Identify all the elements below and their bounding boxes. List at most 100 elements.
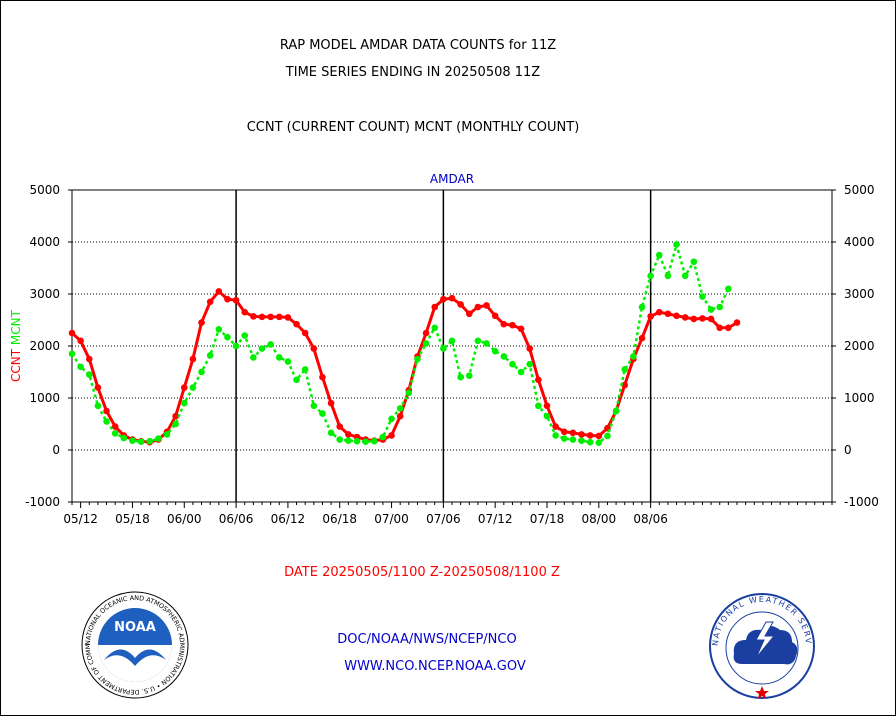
data-point-ccnt — [716, 324, 724, 332]
data-point-ccnt — [681, 314, 689, 321]
chart-subtitle: CCNT (CURRENT COUNT) MCNT (MONTHLY COUNT… — [246, 120, 580, 135]
data-point-ccnt — [707, 315, 715, 323]
data-point-mcnt — [310, 402, 318, 410]
x-tick-label: 06/00 — [167, 512, 202, 526]
data-point-mcnt — [258, 345, 266, 352]
data-point-ccnt — [647, 313, 654, 320]
data-point-ccnt — [172, 412, 179, 420]
date-range-label: DATE 20250505/1100 Z-20250508/1100 Z — [284, 565, 560, 580]
data-point-ccnt — [206, 298, 214, 306]
data-point-mcnt — [647, 272, 654, 280]
data-point-ccnt — [215, 288, 223, 295]
data-point-mcnt — [275, 354, 283, 361]
x-tick-label: 08/00 — [582, 512, 617, 526]
data-point-ccnt — [552, 423, 559, 430]
x-tick-label: 07/06 — [426, 512, 461, 526]
data-point-mcnt — [388, 415, 395, 423]
x-tick-label: 07/12 — [478, 512, 513, 526]
data-point-ccnt — [690, 315, 698, 323]
data-point-ccnt — [483, 302, 490, 309]
x-tick-label: 06/06 — [219, 512, 254, 526]
data-point-mcnt — [284, 358, 292, 365]
data-point-mcnt — [327, 429, 335, 437]
x-tick-label: 06/12 — [271, 512, 306, 526]
data-point-mcnt — [172, 420, 179, 428]
data-point-mcnt — [103, 418, 110, 425]
org-label: DOC/NOAA/NWS/NCEP/NCO — [337, 632, 517, 647]
data-point-ccnt — [673, 312, 680, 320]
data-point-mcnt — [293, 376, 300, 384]
data-point-mcnt — [465, 372, 473, 379]
y-tick-label-left: 5000 — [29, 183, 60, 197]
data-point-ccnt — [310, 345, 318, 352]
data-point-mcnt — [206, 352, 214, 359]
data-point-ccnt — [474, 303, 482, 311]
data-point-mcnt — [509, 360, 516, 368]
data-point-mcnt — [155, 435, 162, 442]
data-point-ccnt — [77, 337, 84, 345]
data-point-mcnt — [638, 303, 646, 311]
data-point-ccnt — [232, 296, 240, 304]
y-tick-label-left: 2000 — [29, 339, 60, 353]
data-point-mcnt — [215, 326, 223, 333]
data-point-mcnt — [655, 251, 663, 259]
data-point-mcnt — [189, 384, 197, 391]
data-point-mcnt — [267, 341, 274, 348]
data-point-mcnt — [319, 410, 326, 417]
data-point-mcnt — [422, 340, 430, 347]
data-point-mcnt — [681, 272, 689, 280]
data-point-mcnt — [586, 438, 594, 446]
data-point-ccnt — [500, 320, 508, 328]
data-point-ccnt — [267, 313, 274, 321]
y-tick-label-right: 2000 — [844, 339, 875, 353]
data-point-mcnt — [725, 285, 732, 293]
data-point-mcnt — [431, 324, 439, 332]
data-point-ccnt — [258, 313, 266, 321]
y-tick-label-right: 1000 — [844, 391, 875, 405]
data-point-mcnt — [336, 436, 344, 443]
y-tick-label-right: 5000 — [844, 183, 875, 197]
data-point-ccnt — [638, 334, 646, 342]
x-tick-label: 07/18 — [530, 512, 565, 526]
data-point-ccnt — [319, 373, 326, 381]
data-point-ccnt — [94, 384, 102, 391]
data-point-mcnt — [224, 333, 231, 341]
data-point-mcnt — [137, 438, 145, 445]
data-point-mcnt — [535, 402, 542, 410]
y-tick-label-left: -1000 — [25, 495, 60, 509]
data-point-ccnt — [103, 407, 110, 415]
data-point-ccnt — [725, 324, 732, 332]
data-point-mcnt — [491, 347, 499, 355]
data-point-ccnt — [535, 376, 542, 384]
data-point-mcnt — [180, 399, 188, 407]
series-line-ccnt — [70, 289, 738, 444]
data-point-ccnt — [699, 315, 706, 322]
data-point-mcnt — [94, 402, 102, 410]
data-point-ccnt — [465, 310, 473, 318]
data-point-mcnt — [560, 435, 568, 442]
data-point-mcnt — [517, 368, 525, 376]
data-point-mcnt — [707, 306, 715, 313]
y-tick-label-left: 0 — [52, 443, 60, 457]
noaa-logo: NATIONAL OCEANIC AND ATMOSPHERIC ADMINIS… — [80, 590, 189, 699]
data-point-ccnt — [189, 355, 197, 363]
data-point-mcnt — [716, 303, 724, 311]
data-point-mcnt — [448, 337, 456, 345]
ylabel-mcnt: MCNT — [9, 309, 23, 345]
website-link[interactable]: WWW.NCO.NCEP.NOAA.GOV — [344, 659, 526, 674]
x-tick-label: 05/18 — [115, 512, 150, 526]
data-point-ccnt — [284, 314, 292, 321]
data-point-mcnt — [612, 407, 620, 415]
data-point-mcnt — [379, 433, 387, 441]
data-point-mcnt — [353, 437, 361, 445]
data-point-mcnt — [68, 350, 76, 358]
data-point-ccnt — [241, 308, 249, 316]
data-point-mcnt — [474, 337, 482, 345]
data-point-mcnt — [345, 437, 352, 444]
data-point-ccnt — [293, 320, 300, 328]
data-point-ccnt — [569, 429, 577, 437]
data-point-ccnt — [68, 329, 76, 337]
data-point-mcnt — [664, 272, 672, 280]
y-tick-label-right: 3000 — [844, 287, 875, 301]
data-point-mcnt — [370, 437, 378, 445]
